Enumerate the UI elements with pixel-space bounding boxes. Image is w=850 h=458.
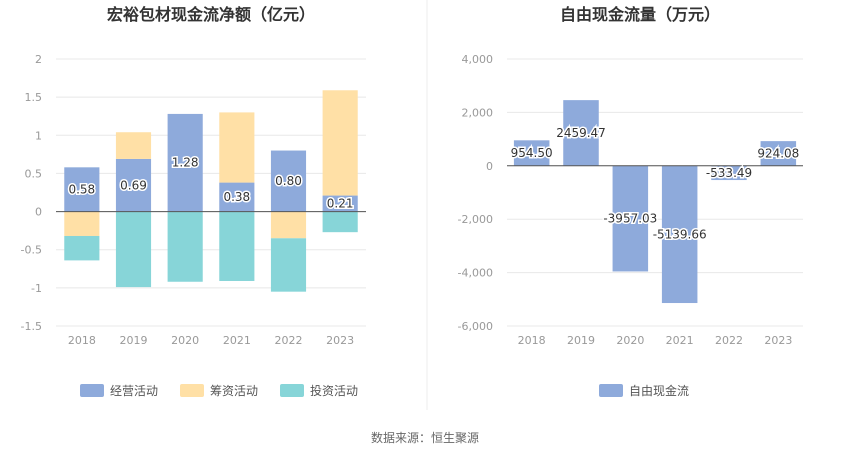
- x-tick-label: 2021: [223, 334, 251, 347]
- source-note: 数据来源：恒生聚源: [371, 430, 479, 445]
- legend-label: 筹资活动: [210, 384, 258, 398]
- bar-经营活动: [64, 167, 100, 212]
- y-tick-label: 1: [35, 129, 42, 142]
- x-tick-label: 2020: [616, 334, 644, 347]
- x-tick-label: 2018: [68, 334, 96, 347]
- x-tick-label: 2019: [567, 334, 595, 347]
- bar-经营活动: [115, 158, 152, 212]
- data-label: 0.21: [327, 197, 354, 211]
- x-tick-label: 2023: [764, 334, 792, 347]
- x-tick-label: 2019: [120, 334, 148, 347]
- data-label: -533.49: [706, 166, 752, 180]
- legend-swatch: [599, 384, 623, 397]
- y-tick-label: 4,000: [462, 53, 494, 66]
- bar-投资活动: [167, 211, 203, 282]
- x-tick-label: 2021: [666, 334, 694, 347]
- legend-label: 自由现金流: [629, 383, 689, 398]
- y-tick-label: 2: [35, 53, 42, 66]
- data-label: 0.69: [120, 178, 147, 192]
- data-label: 0.38: [223, 190, 250, 204]
- legend-label: 经营活动: [110, 384, 158, 398]
- bar-投资活动: [64, 235, 100, 261]
- y-tick-label: -4,000: [458, 267, 493, 280]
- bar-筹资活动: [322, 90, 358, 196]
- bar-投资活动: [270, 238, 307, 292]
- data-label: 0.80: [275, 174, 302, 188]
- x-tick-label: 2020: [171, 334, 199, 347]
- bar-投资活动: [322, 211, 358, 233]
- legend-swatch: [280, 384, 304, 397]
- data-label: -3957.03: [603, 212, 657, 226]
- chart-title: 宏裕包材现金流净额（亿元）: [107, 5, 315, 24]
- bar-筹资活动: [219, 112, 255, 183]
- x-tick-label: 2023: [326, 334, 354, 347]
- legend-swatch: [80, 384, 104, 397]
- x-tick-label: 2022: [275, 334, 303, 347]
- bar-自由现金流: [760, 141, 797, 166]
- bar-自由现金流: [661, 165, 698, 304]
- data-label: 0.58: [68, 182, 95, 196]
- legend-swatch: [180, 384, 204, 397]
- bar-自由现金流: [563, 100, 599, 166]
- x-tick-label: 2022: [715, 334, 743, 347]
- y-tick-label: 2,000: [462, 106, 494, 119]
- legend-label: 投资活动: [310, 383, 358, 398]
- data-label: 954.50: [511, 146, 553, 160]
- bar-经营活动: [270, 150, 307, 212]
- bar-筹资活动: [64, 211, 100, 236]
- y-tick-label: -1.5: [21, 320, 42, 333]
- data-label: 2459.47: [556, 126, 606, 140]
- y-tick-label: 0: [35, 206, 42, 219]
- cash-flow-chart: 宏裕包材现金流净额（亿元） 2 1.5 1 0.5 0 -0.5 -1 -1.5 2018 2019…: [21, 5, 366, 398]
- y-tick-label: 0.5: [25, 167, 43, 180]
- bar-投资活动: [219, 211, 255, 281]
- data-label: 1.28: [172, 156, 199, 170]
- free-cash-flow-chart: 自由现金流量（万元） 4,000 2,000 0 -2,000 -4,000 -6,000 2…: [458, 5, 803, 398]
- bar-经营活动: [322, 195, 358, 212]
- data-label: 924.08: [757, 146, 799, 160]
- y-tick-label: -1: [31, 282, 42, 295]
- y-tick-label: 1.5: [25, 91, 43, 104]
- bar-经营活动: [167, 113, 203, 212]
- y-tick-label: 0: [486, 160, 493, 173]
- y-tick-label: -2,000: [458, 213, 493, 226]
- bar-投资活动: [115, 211, 152, 288]
- data-label: -5139.66: [653, 227, 707, 241]
- bar-自由现金流: [711, 165, 747, 181]
- bar-自由现金流: [513, 140, 550, 166]
- bar-自由现金流: [612, 165, 649, 272]
- bar-经营活动: [219, 182, 255, 212]
- y-tick-label: -6,000: [458, 320, 493, 333]
- chart-title: 自由现金流量（万元）: [560, 5, 720, 24]
- bar-筹资活动: [270, 211, 307, 239]
- x-tick-label: 2018: [518, 334, 546, 347]
- bar-筹资活动: [115, 132, 152, 159]
- y-tick-label: -0.5: [21, 244, 42, 257]
